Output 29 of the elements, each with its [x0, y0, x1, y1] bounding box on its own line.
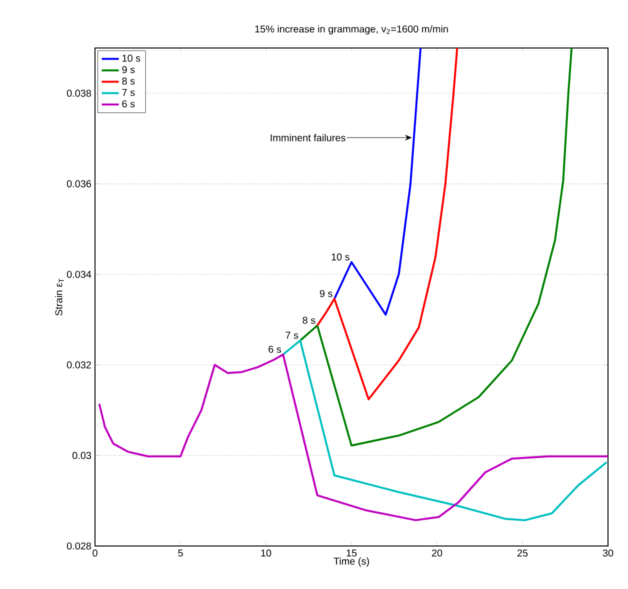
x-tick-label: 30: [602, 550, 614, 557]
line-series: [282, 339, 608, 522]
y-axis-title: Strain ε$_{T}$: [54, 278, 64, 316]
x-tick-label: 15: [346, 550, 357, 556]
annotation: 8 s: [302, 316, 316, 324]
x-tick-label: 20: [432, 550, 442, 557]
x-tick-label: 25: [517, 550, 528, 557]
annotation: Imminent failures: [270, 134, 346, 142]
y-tick-label: 0.032: [66, 361, 91, 368]
y-tick-label: 0.03: [72, 452, 92, 459]
annotation: 7 s: [286, 332, 298, 339]
y-tick-label: 0.038: [66, 90, 92, 97]
y-tick-label: 0.034: [66, 270, 92, 278]
annotation: 10 s: [332, 253, 350, 260]
x-tick-label: 0: [92, 550, 98, 557]
y-tick-label: 0.028: [66, 542, 92, 550]
legend-label: 8 s: [122, 78, 135, 85]
x-tick-label: 5: [178, 550, 183, 556]
line-series: [98, 353, 608, 522]
legend-label: 9 s: [122, 66, 135, 74]
x-tick-label: 10: [261, 550, 272, 557]
y-tick-label: 0.036: [66, 180, 92, 188]
legend-label: 7 s: [122, 88, 135, 96]
annotation: 6 s: [268, 346, 282, 353]
x-axis-title: Time (s): [334, 557, 369, 567]
annotation: 9 s: [320, 290, 332, 298]
legend-label: 10 s: [122, 54, 140, 62]
chart-title: 15% increase in grammage, v$_{2}$=1600 m/min: [255, 25, 448, 34]
legend-label: 6 s: [122, 100, 135, 108]
